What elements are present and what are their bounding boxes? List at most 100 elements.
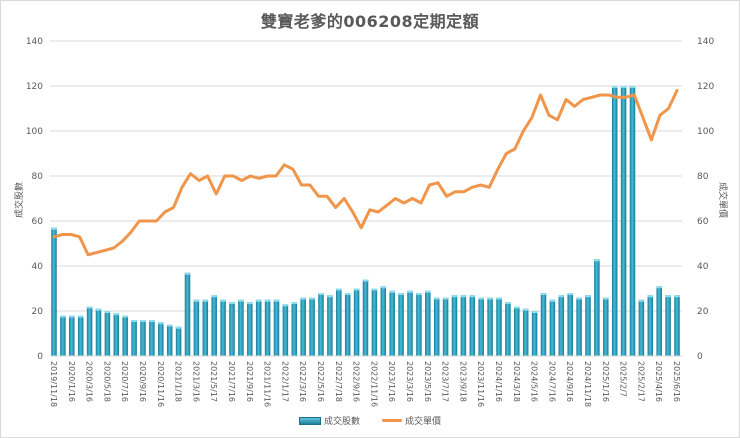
bar[interactable] bbox=[353, 288, 360, 357]
bar[interactable] bbox=[113, 313, 120, 356]
y-right-axis-title: 成交單價 bbox=[717, 182, 729, 218]
y-left-tick: 0 bbox=[37, 352, 43, 362]
bar-cap bbox=[247, 302, 253, 304]
bar[interactable] bbox=[309, 297, 315, 357]
bar[interactable] bbox=[211, 295, 217, 356]
bar[interactable] bbox=[425, 290, 431, 356]
bar[interactable] bbox=[362, 279, 369, 357]
bar[interactable] bbox=[327, 295, 333, 356]
bar-cap bbox=[77, 315, 84, 318]
bar[interactable] bbox=[273, 299, 280, 356]
bar[interactable] bbox=[451, 295, 458, 356]
x-tick-label: 2021/1/18 bbox=[174, 361, 183, 402]
bar[interactable] bbox=[656, 286, 662, 356]
x-tick-label: 2023/11/16 bbox=[476, 361, 485, 407]
x-tick-label: 2020/7/16 bbox=[120, 361, 129, 402]
bar[interactable] bbox=[416, 293, 422, 356]
bar[interactable] bbox=[95, 308, 102, 356]
bar[interactable] bbox=[264, 299, 271, 356]
y-left-tick: 80 bbox=[32, 172, 44, 182]
bar[interactable] bbox=[371, 288, 378, 357]
bar[interactable] bbox=[478, 297, 484, 357]
y-left-tick: 120 bbox=[26, 82, 43, 92]
bar[interactable] bbox=[122, 315, 128, 357]
x-tick-label: 2023/3/16 bbox=[405, 361, 414, 402]
bar[interactable] bbox=[69, 315, 75, 357]
bar[interactable] bbox=[629, 86, 636, 356]
bar[interactable] bbox=[291, 302, 298, 356]
bar[interactable] bbox=[389, 290, 395, 356]
legend-item-line[interactable]: 成交單價 bbox=[382, 414, 441, 427]
bar[interactable] bbox=[336, 288, 342, 357]
x-tick-label: 2025/2/17 bbox=[636, 361, 645, 402]
price-line[interactable] bbox=[52, 89, 679, 257]
bar[interactable] bbox=[344, 293, 351, 356]
bar[interactable] bbox=[469, 295, 476, 356]
bar-cap bbox=[407, 290, 413, 293]
x-tick-label: 2025/6/16 bbox=[672, 361, 681, 402]
bar[interactable] bbox=[567, 293, 573, 356]
bar[interactable] bbox=[255, 299, 262, 356]
bar[interactable] bbox=[77, 315, 84, 357]
bar[interactable] bbox=[149, 320, 155, 356]
legend-label-line: 成交單價 bbox=[405, 417, 442, 427]
bar-cap bbox=[166, 324, 173, 327]
bar[interactable] bbox=[318, 293, 324, 356]
line-swatch-icon bbox=[382, 419, 402, 422]
bar[interactable] bbox=[158, 322, 164, 356]
bar[interactable] bbox=[398, 293, 404, 356]
bar[interactable] bbox=[193, 299, 200, 356]
bar-cap bbox=[69, 315, 75, 318]
bar[interactable] bbox=[531, 311, 538, 356]
bar-cap bbox=[318, 293, 324, 295]
bar[interactable] bbox=[131, 320, 137, 356]
y-right-tick: 120 bbox=[697, 82, 714, 92]
bar[interactable] bbox=[585, 295, 591, 356]
bar[interactable] bbox=[638, 299, 645, 356]
bar[interactable] bbox=[514, 306, 520, 357]
bar-cap bbox=[300, 297, 306, 300]
bar[interactable] bbox=[300, 297, 306, 357]
bar[interactable] bbox=[594, 259, 600, 356]
bar[interactable] bbox=[51, 227, 57, 356]
x-tick-label: 2019/11/18 bbox=[49, 361, 58, 407]
bar[interactable] bbox=[60, 315, 66, 357]
legend-item-bar[interactable]: 成交股數 bbox=[298, 414, 360, 427]
bar[interactable] bbox=[202, 299, 209, 356]
bar[interactable] bbox=[558, 295, 565, 356]
bar[interactable] bbox=[611, 86, 618, 356]
bar-cap bbox=[487, 297, 493, 300]
bar[interactable] bbox=[380, 286, 387, 356]
bar[interactable] bbox=[247, 302, 253, 356]
bar[interactable] bbox=[549, 299, 556, 356]
bar[interactable] bbox=[229, 302, 235, 356]
bar-cap bbox=[336, 288, 342, 291]
bar[interactable] bbox=[104, 311, 111, 356]
bar[interactable] bbox=[674, 295, 680, 356]
bar[interactable] bbox=[238, 299, 244, 356]
bar[interactable] bbox=[220, 299, 226, 356]
bar[interactable] bbox=[496, 297, 502, 357]
bar[interactable] bbox=[282, 304, 289, 356]
bar[interactable] bbox=[175, 326, 182, 356]
bar[interactable] bbox=[540, 293, 547, 356]
bar[interactable] bbox=[576, 297, 582, 357]
bar[interactable] bbox=[620, 86, 627, 356]
bar[interactable] bbox=[460, 295, 467, 356]
bar[interactable] bbox=[505, 302, 511, 356]
bar[interactable] bbox=[407, 290, 413, 356]
bar[interactable] bbox=[184, 272, 191, 356]
bar[interactable] bbox=[522, 308, 529, 356]
bar[interactable] bbox=[442, 297, 449, 357]
bar[interactable] bbox=[487, 297, 493, 357]
chart-legend: 成交股數 成交單價 bbox=[0, 414, 740, 427]
bar-cap bbox=[451, 295, 458, 298]
bar[interactable] bbox=[665, 295, 671, 356]
bar[interactable] bbox=[647, 295, 654, 356]
bar[interactable] bbox=[140, 320, 146, 356]
bar[interactable] bbox=[166, 324, 173, 357]
bar[interactable] bbox=[86, 306, 93, 357]
bar-cap bbox=[531, 311, 538, 313]
bar[interactable] bbox=[433, 297, 440, 357]
bar[interactable] bbox=[603, 297, 609, 357]
